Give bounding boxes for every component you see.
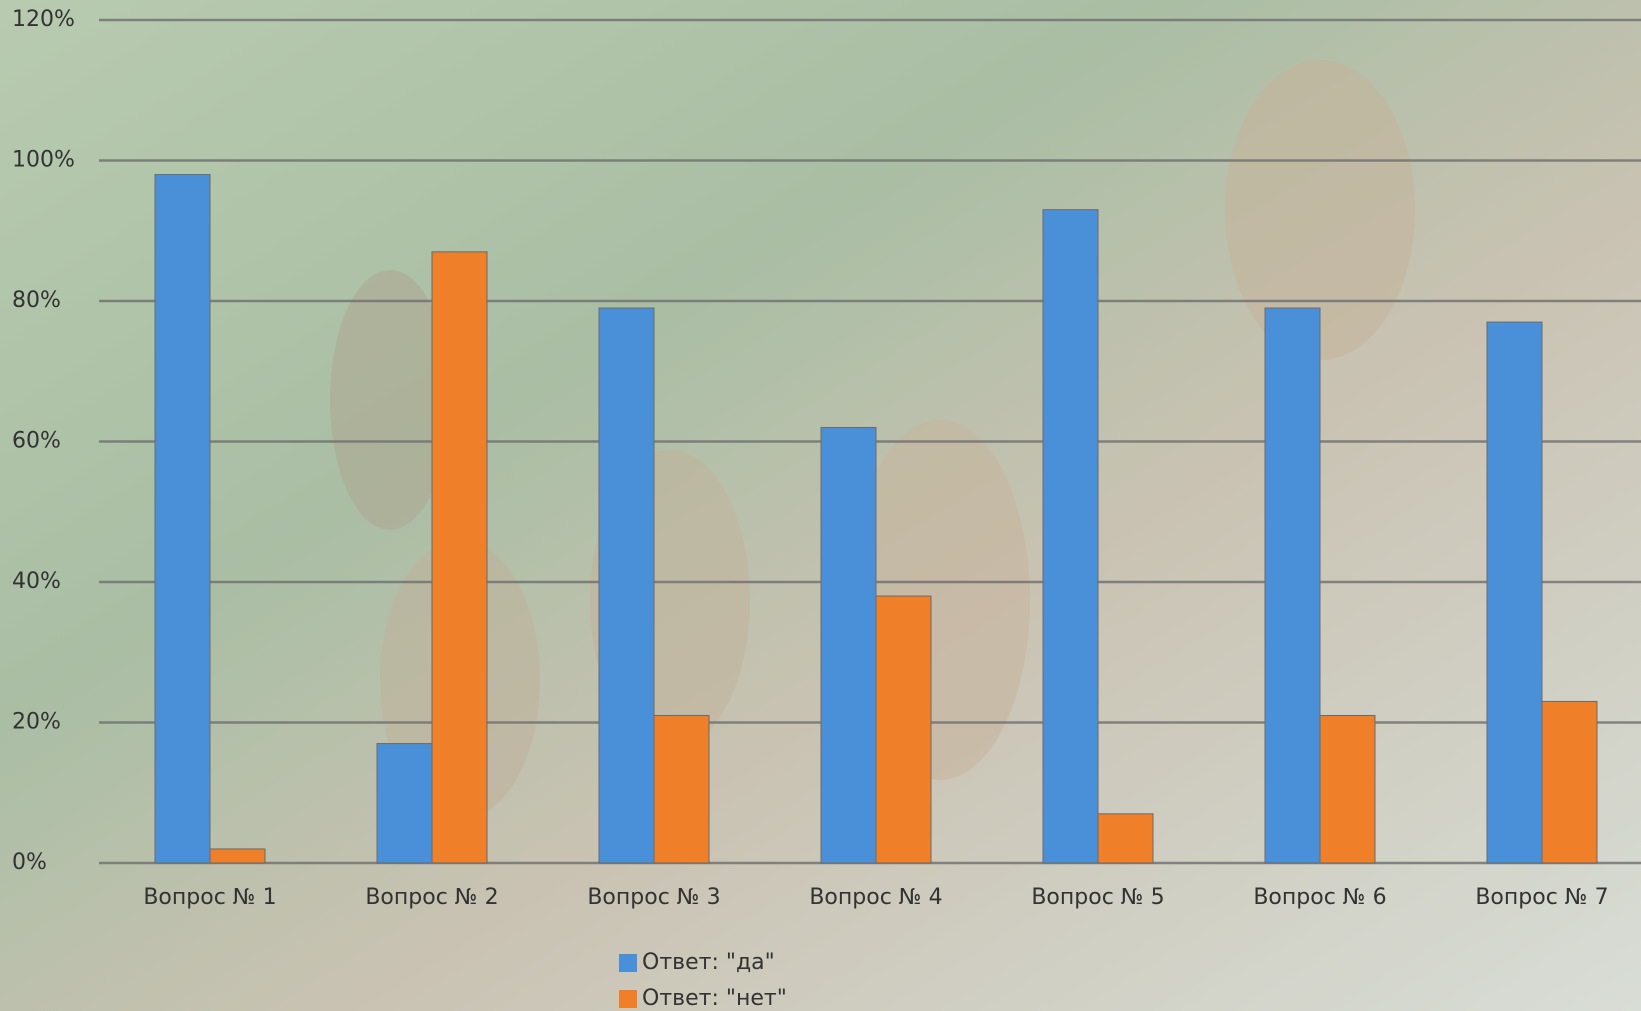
bar <box>377 744 432 863</box>
x-tick-label: Вопрос № 7 <box>1475 885 1608 910</box>
x-tick-label: Вопрос № 5 <box>1031 885 1164 910</box>
bar <box>1098 814 1153 863</box>
y-tick-label: 20% <box>12 710 61 735</box>
legend-swatch <box>619 954 637 972</box>
x-tick-label: Вопрос № 1 <box>143 885 276 910</box>
legend-label: Ответ: "да" <box>642 950 775 975</box>
bar <box>1542 701 1597 863</box>
y-tick-label: 40% <box>12 569 61 594</box>
x-tick-label: Вопрос № 2 <box>365 885 498 910</box>
x-tick-label: Вопрос № 3 <box>587 885 720 910</box>
bar <box>155 175 210 863</box>
bar <box>1487 322 1542 863</box>
x-tick-label: Вопрос № 4 <box>809 885 942 910</box>
bar <box>1265 308 1320 863</box>
bar <box>599 308 654 863</box>
y-tick-label: 60% <box>12 429 61 454</box>
y-tick-label: 120% <box>12 7 75 32</box>
bar <box>210 849 265 863</box>
bar <box>821 427 876 863</box>
chart: 0% 20% 40% 60% 80% 100% 120% Вопрос № 1 Вопрос №… <box>0 0 1641 1011</box>
bar <box>1043 210 1098 863</box>
bar <box>1320 715 1375 863</box>
page: 0% 20% 40% 60% 80% 100% 120% Вопрос № 1 Вопрос №… <box>0 0 1641 1011</box>
y-tick-label: 80% <box>12 288 61 313</box>
legend-label: Ответ: "нет" <box>642 986 787 1011</box>
legend-swatch <box>619 990 637 1008</box>
bar <box>654 715 709 863</box>
bar <box>876 596 931 863</box>
x-tick-label: Вопрос № 6 <box>1253 885 1386 910</box>
y-tick-label: 0% <box>12 850 47 875</box>
bar <box>432 252 487 863</box>
y-tick-label: 100% <box>12 148 75 173</box>
